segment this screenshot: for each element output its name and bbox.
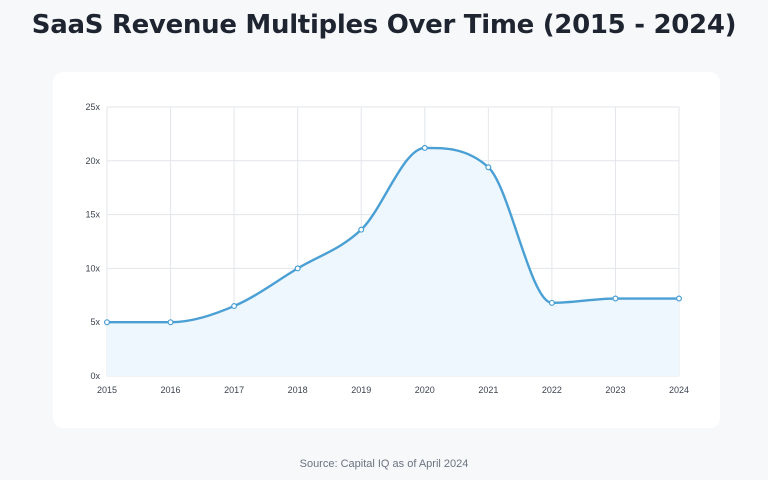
revenue-multiples-chart: 0x 5x 10x 15x 20x 25x 2015 2016 2017 2018 2019 202… — [85, 102, 689, 395]
y-tick-label: 20x — [85, 156, 100, 166]
y-axis-ticks: 0x 5x 10x 15x 20x 25x — [85, 102, 100, 381]
area-fill — [107, 147, 679, 376]
page-title: SaaS Revenue Multiples Over Time (2015 -… — [31, 10, 737, 40]
data-point — [675, 295, 682, 302]
y-tick-label: 15x — [85, 210, 100, 220]
data-point — [294, 265, 301, 272]
source-note: Source: Capital IQ as of April 2024 — [299, 458, 469, 470]
series-line — [105, 146, 681, 324]
x-tick-label: 2024 — [669, 385, 689, 395]
x-tick-label: 2020 — [415, 385, 435, 395]
y-tick-label: 5x — [90, 317, 100, 327]
x-tick-label: 2015 — [97, 385, 117, 395]
x-tick-label: 2017 — [224, 385, 244, 395]
x-tick-label: 2016 — [161, 385, 181, 395]
x-axis-ticks: 2015 2016 2017 2018 2019 2020 2021 2022 2023 2024 — [97, 385, 689, 395]
chart-card: 0x 5x 10x 15x 20x 25x 2015 2016 2017 2018 2019 202… — [53, 72, 720, 428]
x-tick-label: 2021 — [478, 385, 498, 395]
y-tick-label: 0x — [90, 371, 100, 381]
data-point — [421, 144, 428, 151]
x-tick-label: 2019 — [351, 385, 371, 395]
data-points — [103, 144, 682, 326]
data-point — [612, 295, 619, 302]
x-tick-label: 2023 — [605, 385, 625, 395]
data-point — [358, 226, 365, 233]
y-tick-label: 10x — [85, 263, 100, 273]
y-tick-label: 25x — [85, 102, 100, 112]
data-point — [485, 164, 492, 171]
data-point — [103, 319, 110, 326]
x-tick-label: 2018 — [288, 385, 308, 395]
data-point — [548, 299, 555, 306]
data-point — [167, 319, 174, 326]
data-point — [231, 303, 238, 310]
x-tick-label: 2022 — [542, 385, 562, 395]
